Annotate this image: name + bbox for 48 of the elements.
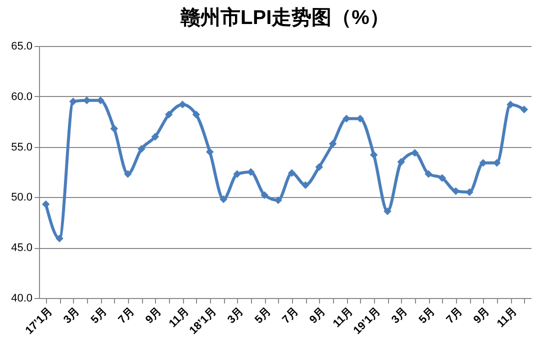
point <box>397 158 406 166</box>
point <box>124 170 132 178</box>
point <box>178 100 186 108</box>
x-tick-label: 5月 <box>252 306 274 326</box>
x-tick-label: 7月 <box>280 306 301 326</box>
point <box>520 106 528 114</box>
point <box>206 148 214 156</box>
point <box>138 144 146 153</box>
point <box>438 174 446 182</box>
x-tick-label: 5月 <box>416 306 438 326</box>
point <box>110 124 118 133</box>
point <box>56 234 64 242</box>
point <box>151 132 160 141</box>
point <box>233 170 242 178</box>
x-tick-label: 7月 <box>116 306 137 326</box>
y-tick-label: 40.0 <box>11 292 32 304</box>
y-tick-label: 50.0 <box>11 192 32 204</box>
point <box>384 207 392 216</box>
y-tick-label: 55.0 <box>11 141 32 154</box>
point <box>192 110 200 118</box>
point <box>164 110 173 118</box>
x-tick-label: 9月 <box>472 306 492 326</box>
point <box>506 100 514 108</box>
x-tick-label: 5月 <box>88 306 110 326</box>
x-tick-label: 7月 <box>444 306 465 326</box>
y-tick-label: 45.0 <box>11 242 32 254</box>
point <box>370 150 378 159</box>
point <box>315 163 324 171</box>
point <box>424 170 432 178</box>
point <box>342 114 350 122</box>
x-tick-label: 3月 <box>226 306 246 326</box>
y-tick-label: 60.0 <box>11 90 32 103</box>
chart-title: 赣州市LPI走势图（%） <box>180 6 390 29</box>
x-tick-label: 3月 <box>390 306 410 326</box>
point <box>288 169 296 177</box>
point <box>274 196 282 204</box>
point <box>260 191 268 200</box>
point <box>302 181 310 189</box>
x-tick-label: 11月 <box>494 306 520 330</box>
point <box>328 140 337 148</box>
x-tick-label: 9月 <box>308 306 328 326</box>
x-tick-label: 3月 <box>62 306 82 326</box>
point <box>220 195 228 204</box>
x-tick-label: 9月 <box>144 306 164 326</box>
point <box>96 96 104 104</box>
y-tick-label: 65.0 <box>11 40 32 52</box>
point <box>42 200 50 208</box>
point <box>410 148 419 157</box>
